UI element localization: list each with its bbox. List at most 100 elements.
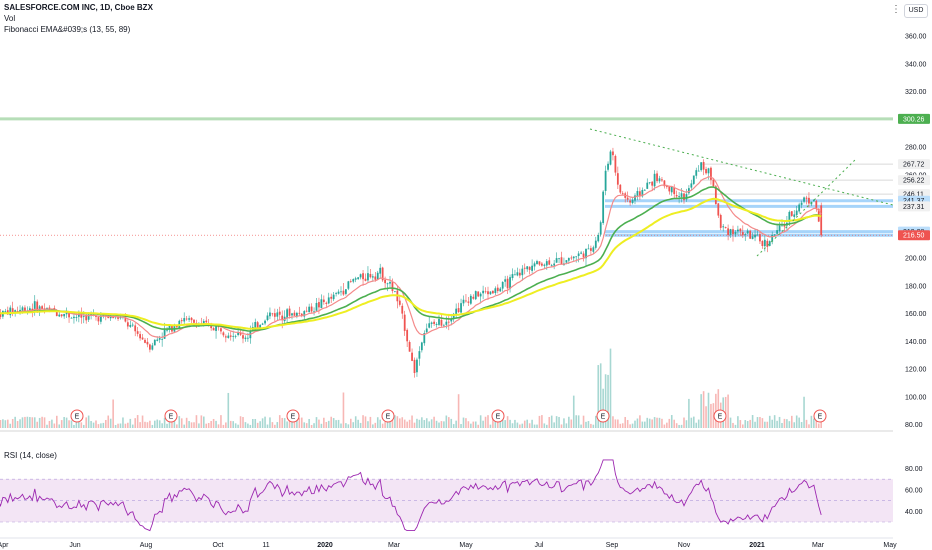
candle-body xyxy=(516,272,519,276)
price-label-bg xyxy=(898,230,930,241)
volume-bar xyxy=(653,417,656,428)
candle-body xyxy=(548,260,551,265)
candle-body xyxy=(416,359,418,373)
volume-bar xyxy=(428,421,430,428)
volume-bar xyxy=(773,415,776,428)
volume-bar xyxy=(347,424,350,428)
candle-body xyxy=(249,331,252,339)
volume-bar xyxy=(683,417,685,428)
symbol-title: SALESFORCE.COM INC, 1D, Cboe BZX xyxy=(4,3,153,12)
price-label: 237.31 xyxy=(903,204,925,211)
candle-body xyxy=(634,195,636,201)
volume-bar xyxy=(352,422,355,428)
volume-bar xyxy=(489,424,492,428)
candle-body xyxy=(805,197,808,199)
candle-body xyxy=(381,267,384,281)
candle-body xyxy=(163,329,166,339)
currency-button[interactable]: USD xyxy=(904,4,928,18)
volume-bar xyxy=(541,415,543,428)
volume-bar xyxy=(146,422,149,428)
candle-body xyxy=(266,315,269,321)
candle-body xyxy=(379,267,382,274)
volume-bar xyxy=(705,406,707,428)
candle-body xyxy=(457,308,460,313)
volume-bar xyxy=(732,422,734,428)
candle-body xyxy=(732,229,734,235)
candle-body xyxy=(790,211,793,216)
volume-bar xyxy=(717,389,720,428)
earnings-marker-label: E xyxy=(169,414,174,421)
candle-body xyxy=(717,203,720,216)
rsi-tick-label: 40.00 xyxy=(905,509,923,516)
candle-body xyxy=(109,316,112,319)
time-tick-label: May xyxy=(883,542,897,549)
candle-body xyxy=(712,179,715,187)
volume-bar xyxy=(531,419,533,428)
volume-bar xyxy=(144,421,146,428)
candle-body xyxy=(609,151,612,165)
volume-bar xyxy=(149,420,151,428)
volume-bar xyxy=(597,365,600,428)
candle-body xyxy=(509,277,511,289)
candle-body xyxy=(751,236,754,239)
candle-body xyxy=(180,320,183,322)
volume-bar xyxy=(14,416,16,428)
candle-body xyxy=(371,276,374,278)
time-tick-label: May xyxy=(459,542,473,549)
candle-body xyxy=(220,328,222,332)
volume-bar xyxy=(75,419,78,428)
candle-body xyxy=(739,228,742,232)
candle-body xyxy=(494,288,497,294)
volume-bar xyxy=(521,423,524,428)
volume-bar xyxy=(543,423,546,428)
candle-body xyxy=(73,316,75,319)
volume-legend: Vol xyxy=(4,14,16,23)
candle-body xyxy=(19,309,21,312)
volume-bar xyxy=(301,417,303,428)
candle-body xyxy=(661,179,663,181)
volume-bar xyxy=(396,416,399,428)
volume-bar xyxy=(756,417,759,428)
candle-body xyxy=(330,296,333,299)
earnings-marker-label: E xyxy=(818,414,823,421)
candle-body xyxy=(190,317,193,321)
volume-bar xyxy=(114,424,117,428)
candle-body xyxy=(394,291,396,293)
more-menu-icon[interactable]: ⋮ xyxy=(891,4,901,15)
candle-body xyxy=(722,226,725,228)
candle-body xyxy=(521,268,524,276)
volume-bar xyxy=(131,424,134,428)
volume-bar xyxy=(509,419,511,428)
candle-body xyxy=(570,257,573,259)
volume-bar xyxy=(220,415,222,428)
volume-bar xyxy=(63,416,65,428)
volume-bar xyxy=(771,419,773,428)
volume-bar xyxy=(90,421,92,428)
volume-bar xyxy=(619,423,622,428)
candle-body xyxy=(85,315,88,321)
candle-body xyxy=(582,253,585,258)
volume-bar xyxy=(56,415,58,428)
candle-body xyxy=(60,314,63,317)
volume-bar xyxy=(536,424,538,428)
volume-bar xyxy=(482,420,484,428)
ema-legend: Fibonacci EMA&#039;s (13, 55, 89) xyxy=(4,25,131,34)
volume-bar xyxy=(386,417,389,428)
candle-body xyxy=(244,337,247,339)
candle-body xyxy=(117,316,119,319)
volume-bar xyxy=(87,415,90,428)
volume-bar xyxy=(325,421,328,428)
volume-bar xyxy=(102,422,105,428)
candle-body xyxy=(531,265,533,271)
volume-bar xyxy=(614,419,617,428)
volume-bar xyxy=(315,417,318,428)
candle-body xyxy=(112,316,115,319)
candle-body xyxy=(577,253,580,256)
volume-bar xyxy=(252,419,254,428)
candle-body xyxy=(4,311,7,312)
candle-body xyxy=(514,274,516,276)
candle-body xyxy=(631,199,634,204)
volume-bar xyxy=(232,421,234,428)
earnings-marker-icon xyxy=(813,409,827,423)
